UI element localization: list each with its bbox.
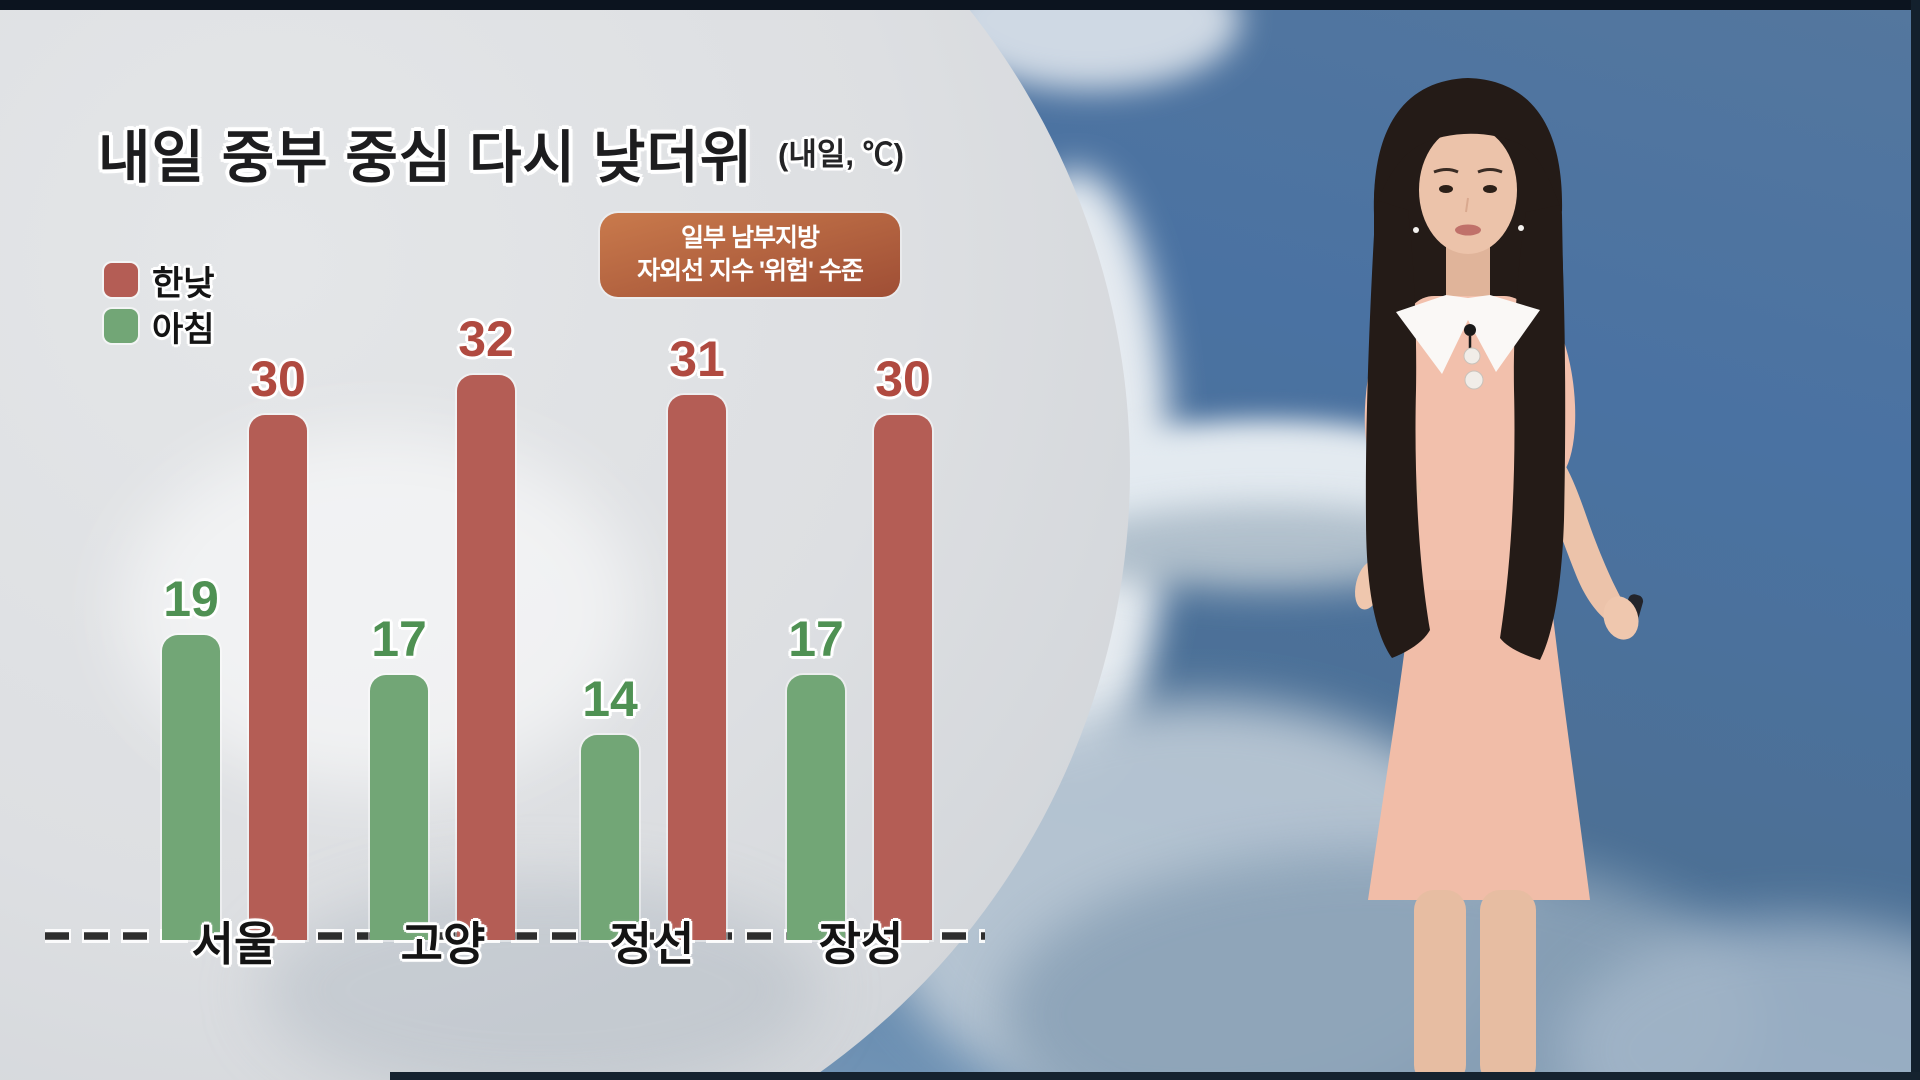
presenter-eye-right — [1483, 185, 1497, 193]
bar-midday-고양 — [457, 375, 515, 940]
legend-row-morning: 아침 — [104, 306, 215, 349]
legend-label-morning: 아침 — [152, 310, 215, 349]
bar-morning-정선 — [581, 735, 639, 940]
legend-swatch-morning — [104, 309, 138, 343]
bar-midday-정선 — [668, 395, 726, 940]
city-label-서울: 서울 — [191, 918, 277, 970]
frame-strip-bottom — [390, 1072, 1920, 1080]
legend-label-midday: 한낮 — [152, 264, 215, 303]
legend-row-midday: 한낮 — [104, 260, 215, 303]
bar-value-midday-서울: 30 — [250, 351, 306, 407]
bar-morning-장성 — [787, 675, 845, 940]
bar-midday-서울 — [249, 415, 307, 940]
bar-value-morning-장성: 17 — [788, 611, 844, 667]
presenter-lips — [1455, 224, 1481, 236]
presenter-eyebrow-right — [1477, 168, 1503, 174]
presenter-leg-right — [1480, 890, 1536, 1080]
bar-value-morning-서울: 19 — [163, 571, 219, 627]
presenter-collar-left — [1396, 295, 1468, 374]
city-label-장성: 장성 — [818, 918, 904, 970]
presenter-skirt — [1368, 590, 1590, 900]
legend-swatch-midday — [104, 263, 138, 297]
bar-value-midday-장성: 30 — [875, 351, 931, 407]
presenter-hair-top — [1373, 78, 1563, 212]
headline-title: 내일 중부 중심 다시 낮더위 — [98, 126, 754, 190]
presenter-eye-left — [1439, 185, 1453, 193]
presenter-pearl-button-1 — [1463, 347, 1481, 365]
presenter-hand-left — [1603, 596, 1639, 640]
city-label-고양: 고양 — [400, 918, 486, 970]
presenter-pearl-button-2 — [1464, 370, 1484, 390]
city-label-정선: 정선 — [609, 918, 695, 970]
uv-advisory-badge: 일부 남부지방 자외선 지수 '위험' 수준 — [600, 213, 900, 297]
bar-midday-장성 — [874, 415, 932, 940]
bar-value-midday-정선: 31 — [669, 331, 725, 387]
presenter-collar-right — [1468, 295, 1540, 372]
bar-morning-서울 — [162, 635, 220, 940]
frame-strip-top — [0, 0, 1920, 10]
presenter-face — [1419, 126, 1517, 254]
frame-strip-right — [1911, 0, 1920, 1080]
presenter-leg-left — [1414, 890, 1466, 1080]
presenter-nose — [1465, 197, 1469, 213]
bar-value-midday-고양: 32 — [458, 311, 514, 367]
unit-note: (내일, ℃) — [778, 137, 904, 172]
presenter-earring-right — [1518, 225, 1524, 231]
bar-value-morning-고양: 17 — [371, 611, 427, 667]
chart-panel-shade — [260, 880, 820, 1080]
presenter-eyebrow-left — [1433, 168, 1459, 174]
bar-value-morning-정선: 14 — [582, 671, 638, 727]
weather-presenter — [1355, 78, 1644, 1080]
legend: 한낮 아침 — [104, 260, 215, 352]
presenter-earring-left — [1413, 227, 1419, 233]
presenter-mic-pin — [1464, 324, 1476, 336]
bar-morning-고양 — [370, 675, 428, 940]
presenter-dress-torso — [1406, 296, 1532, 626]
uv-advisory-line2: 자외선 지수 '위험' 수준 — [637, 257, 864, 285]
uv-advisory-line1: 일부 남부지방 — [681, 224, 820, 252]
